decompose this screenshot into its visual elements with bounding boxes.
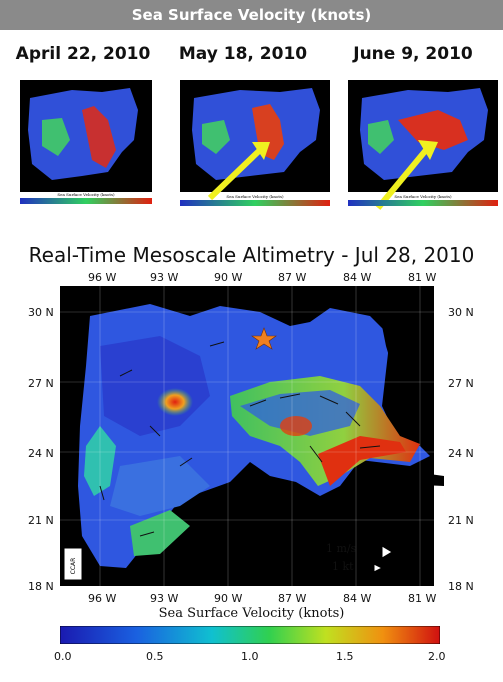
x-tick-bottom-93w: 93 W <box>150 592 179 605</box>
x-tick-top-84w: 84 W <box>343 271 372 284</box>
y-tick-right-18n: 18 N <box>448 580 474 593</box>
y-tick-left-30n: 30 N <box>28 306 54 319</box>
velocity-arrows <box>99 341 381 537</box>
x-tick-bottom-87w: 87 W <box>278 592 307 605</box>
y-tick-right-21n: 21 N <box>448 514 474 527</box>
thumb-colorbar-label-1: Sea Surface Velocity (knots) <box>57 192 115 197</box>
colorbar-tick-4: 2.0 <box>428 650 446 663</box>
main-map-title: Real-Time Mesoscale Altimetry - Jul 28, … <box>28 243 475 267</box>
thumbnail-map-3: Sea Surface Velocity (knots) <box>348 80 498 210</box>
thumbnail-map-2: Sea Surface Velocity (knots) <box>180 80 330 210</box>
colorbar-tick-1: 0.5 <box>146 650 164 663</box>
svg-text:CCAR: CCAR <box>70 558 77 575</box>
y-tick-left-21n: 21 N <box>28 514 54 527</box>
y-tick-right-27n: 27 N <box>448 377 474 390</box>
colorbar-tick-3: 1.5 <box>336 650 354 663</box>
y-tick-left-27n: 27 N <box>28 377 54 390</box>
banner-title: Sea Surface Velocity (knots) <box>0 0 503 30</box>
colorbar <box>60 626 440 644</box>
y-tick-right-30n: 30 N <box>448 306 474 319</box>
legend-kt-label: 1 kt <box>332 560 354 573</box>
x-tick-top-87w: 87 W <box>278 271 307 284</box>
colorbar-tick-0: 0.0 <box>54 650 72 663</box>
y-tick-left-24n: 24 N <box>28 447 54 460</box>
thumb-colorbar-label-2: Sea Surface Velocity (knots) <box>226 194 284 199</box>
x-tick-bottom-90w: 90 W <box>214 592 243 605</box>
legend-ms-label: 1 m/s <box>326 542 357 555</box>
colorbar-tick-2: 1.0 <box>241 650 259 663</box>
velocity-legend <box>368 545 393 573</box>
x-tick-bottom-81w: 81 W <box>408 592 437 605</box>
star-icon <box>251 327 277 350</box>
x-tick-top-90w: 90 W <box>214 271 243 284</box>
x-tick-bottom-96w: 96 W <box>88 592 117 605</box>
thumb-date-3: June 9, 2010 <box>353 44 473 64</box>
thumb-colorbar-label-3: Sea Surface Velocity (knots) <box>394 194 452 199</box>
ccar-badge: CCAR <box>63 547 83 581</box>
main-velocity-map: CCAR <box>60 286 444 586</box>
thumb-date-2: May 18, 2010 <box>178 44 308 64</box>
thumb-date-1: April 22, 2010 <box>15 44 151 64</box>
y-tick-left-18n: 18 N <box>28 580 54 593</box>
colorbar-label: Sea Surface Velocity (knots) <box>158 606 345 621</box>
x-tick-bottom-84w: 84 W <box>343 592 372 605</box>
y-tick-right-24n: 24 N <box>448 447 474 460</box>
x-tick-top-96w: 96 W <box>88 271 117 284</box>
x-tick-top-81w: 81 W <box>408 271 437 284</box>
thumbnail-map-1: Sea Surface Velocity (knots) <box>12 80 162 210</box>
x-tick-top-93w: 93 W <box>150 271 179 284</box>
